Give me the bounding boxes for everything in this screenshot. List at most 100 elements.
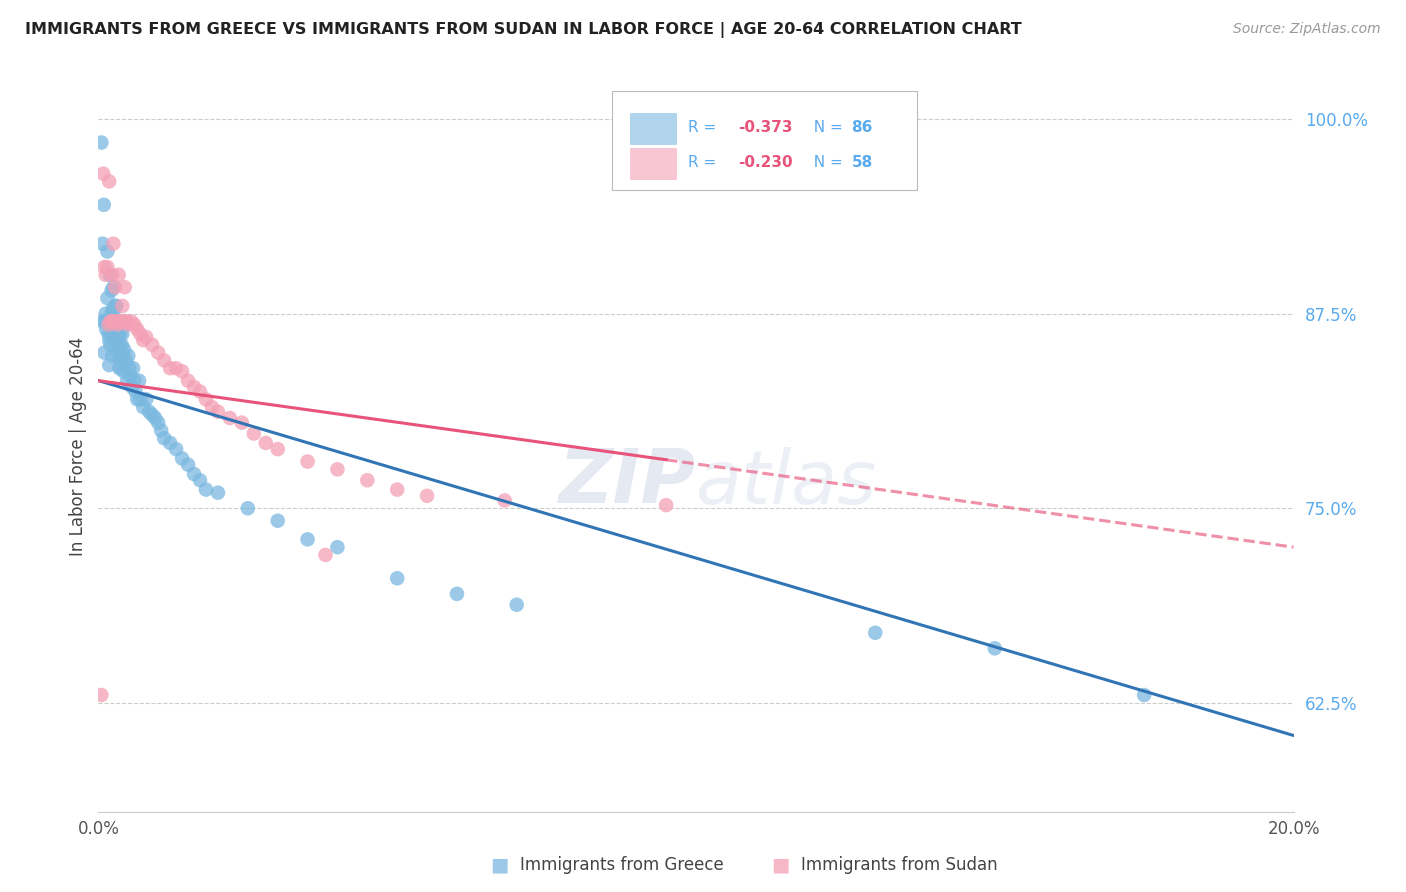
Point <box>207 405 229 419</box>
Point <box>98 268 121 282</box>
Point <box>112 343 135 357</box>
Point <box>115 353 138 368</box>
Point <box>315 548 337 562</box>
Text: ■: ■ <box>489 855 509 875</box>
Point <box>105 299 128 313</box>
Point <box>117 318 139 332</box>
Point <box>105 322 128 336</box>
Point <box>97 326 120 341</box>
Point <box>97 318 120 332</box>
Point <box>172 451 194 466</box>
Point <box>297 533 319 547</box>
Point <box>506 598 529 612</box>
Text: Immigrants from Greece: Immigrants from Greece <box>520 856 724 874</box>
Point <box>91 314 114 328</box>
Point <box>103 236 125 251</box>
Point <box>124 374 146 388</box>
Point <box>101 314 124 328</box>
Point <box>267 514 290 528</box>
Point <box>118 361 141 376</box>
Point <box>112 314 135 328</box>
Bar <box>630 148 676 179</box>
Text: Source: ZipAtlas.com: Source: ZipAtlas.com <box>1233 22 1381 37</box>
Point <box>127 392 149 407</box>
Bar <box>630 113 676 144</box>
Point <box>195 392 218 407</box>
Point <box>107 349 129 363</box>
Point <box>110 314 132 328</box>
Point <box>385 571 409 585</box>
Point <box>117 349 139 363</box>
Point <box>103 314 125 328</box>
Text: Immigrants from Sudan: Immigrants from Sudan <box>801 856 998 874</box>
Point <box>172 364 194 378</box>
Point <box>195 483 218 497</box>
Point <box>231 416 253 430</box>
Point <box>132 333 155 347</box>
Point <box>114 318 136 332</box>
Text: N =: N = <box>804 120 848 136</box>
Point <box>141 338 163 352</box>
Point <box>93 198 115 212</box>
Point <box>129 392 152 407</box>
Text: ZIP: ZIP <box>558 446 696 519</box>
Point <box>104 280 127 294</box>
Point <box>188 473 211 487</box>
Point <box>96 291 118 305</box>
Point <box>108 314 131 328</box>
Point <box>243 426 266 441</box>
Point <box>120 368 142 383</box>
Point <box>105 338 128 352</box>
Point <box>984 641 1007 656</box>
Point <box>91 236 114 251</box>
Point <box>93 345 115 359</box>
Point <box>96 322 118 336</box>
Point <box>101 326 124 341</box>
Point <box>120 314 142 328</box>
Point <box>356 473 378 487</box>
Point <box>98 338 122 352</box>
Point <box>90 136 112 150</box>
Point <box>98 314 122 328</box>
Point <box>110 361 132 376</box>
Point <box>101 301 124 316</box>
Point <box>108 338 131 352</box>
Point <box>111 349 134 363</box>
Point <box>98 174 121 188</box>
Point <box>111 299 134 313</box>
Point <box>115 314 138 328</box>
Point <box>94 268 117 282</box>
Point <box>1133 688 1156 702</box>
Point <box>183 380 205 394</box>
Point <box>100 318 122 332</box>
Point <box>416 489 439 503</box>
Point <box>326 462 349 476</box>
Point <box>111 326 134 341</box>
Point <box>104 322 127 336</box>
Point <box>207 485 229 500</box>
Text: N =: N = <box>804 155 848 170</box>
Point <box>494 493 516 508</box>
Point <box>183 467 205 481</box>
Point <box>103 280 125 294</box>
Point <box>104 314 127 328</box>
Y-axis label: In Labor Force | Age 20-64: In Labor Force | Age 20-64 <box>69 336 87 556</box>
Point <box>100 307 122 321</box>
Point <box>121 380 143 394</box>
Point <box>94 307 117 321</box>
Point <box>90 688 112 702</box>
Point <box>103 326 125 341</box>
FancyBboxPatch shape <box>613 91 917 190</box>
Point <box>104 299 127 313</box>
Point <box>103 314 125 328</box>
Point <box>122 361 145 376</box>
Point <box>129 326 152 341</box>
Point <box>127 322 149 336</box>
Point <box>326 540 349 554</box>
Point <box>254 436 277 450</box>
Point <box>101 268 124 282</box>
Point <box>98 358 121 372</box>
Text: -0.230: -0.230 <box>738 155 793 170</box>
Point <box>153 353 176 368</box>
Point <box>124 318 146 332</box>
